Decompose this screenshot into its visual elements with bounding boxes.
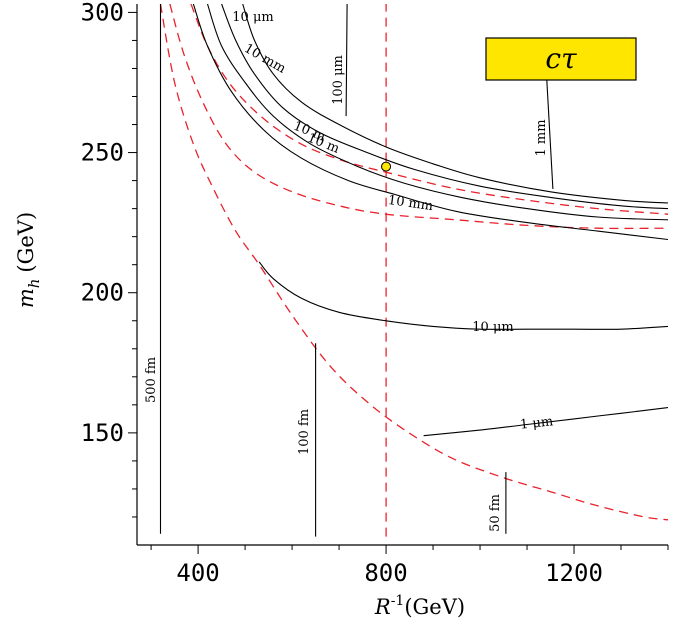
y-axis-title: mh(GeV)	[14, 212, 43, 308]
contour-line-2	[206, 4, 668, 221]
y-tick-label: 250	[81, 139, 124, 167]
ctau-label: cτ	[545, 42, 577, 75]
axes: 400 800 1200 150 200 250 300	[81, 0, 669, 587]
contour-line-4	[258, 261, 668, 330]
ctau-legend-box: cτ	[485, 37, 637, 81]
x-tick-label: 400	[176, 559, 219, 587]
contour-label: 10 mm	[387, 193, 434, 214]
contour-label: 500 fm	[144, 357, 159, 403]
contour-label: 1 μm	[519, 414, 554, 432]
contour-label: 100 fm	[297, 409, 312, 455]
contour-label: 1 mm	[534, 119, 549, 156]
contour-label: 100 μm	[331, 55, 346, 105]
x-tick-label: 800	[364, 559, 407, 587]
y-tick-label: 150	[81, 419, 124, 447]
contour-label: 10 mm	[241, 41, 288, 77]
boundary-curve-0	[169, 4, 668, 230]
contour-label: 50 fm	[488, 494, 503, 532]
y-tick-label: 300	[81, 0, 124, 26]
contour-line-9	[345, 4, 348, 117]
marker-layer	[381, 161, 392, 172]
contour-label: 10 μm	[232, 10, 273, 25]
boundary-curve-2	[159, 4, 668, 521]
x-axis-title: R-1(GeV)	[374, 593, 465, 619]
contour-line-0	[242, 4, 668, 204]
contour-label: 10 μm	[472, 320, 513, 335]
x-tick-label: 1200	[545, 559, 603, 587]
boundary-curve-1	[190, 4, 668, 215]
y-tick-label: 200	[81, 279, 124, 307]
contour-line-1	[221, 4, 668, 210]
contour-line-5	[423, 407, 668, 437]
contour-lines	[159, 4, 668, 537]
contour-line-3	[192, 4, 668, 241]
boundary-curves	[159, 4, 668, 537]
benchmark-point	[381, 161, 392, 172]
